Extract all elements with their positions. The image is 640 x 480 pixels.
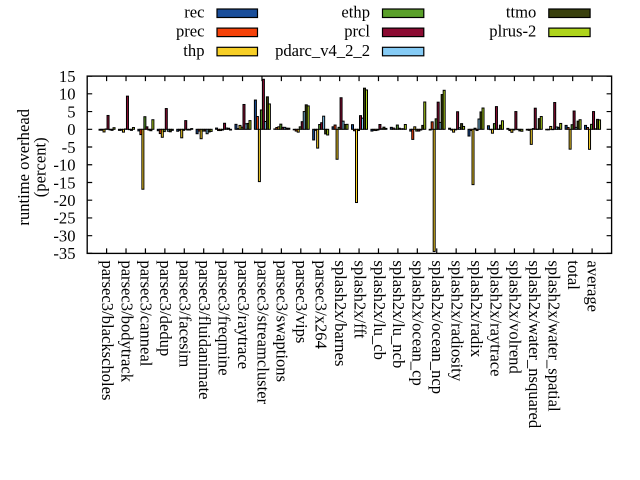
svg-text:parsec3/vips: parsec3/vips [292, 260, 311, 343]
svg-text:-35: -35 [53, 244, 75, 263]
svg-text:parsec3/canneal: parsec3/canneal [137, 260, 156, 366]
svg-text:prec: prec [176, 22, 205, 41]
svg-text:(percent): (percent) [30, 137, 49, 197]
svg-text:parsec3/dedup: parsec3/dedup [156, 260, 175, 356]
svg-text:prcl: prcl [344, 22, 370, 41]
svg-text:parsec3/fluidanimate: parsec3/fluidanimate [195, 260, 214, 399]
svg-text:parsec3/bodytrack: parsec3/bodytrack [117, 260, 136, 382]
svg-text:ttmo: ttmo [506, 3, 536, 22]
svg-text:average: average [583, 260, 602, 312]
svg-text:-15: -15 [53, 173, 75, 192]
svg-text:parsec3/facesim: parsec3/facesim [176, 260, 195, 367]
svg-text:rec: rec [184, 3, 204, 22]
svg-text:splash2x/radix: splash2x/radix [467, 260, 486, 357]
svg-text:5: 5 [67, 102, 75, 121]
svg-text:10: 10 [59, 85, 76, 104]
svg-text:parsec3/streamcluster: parsec3/streamcluster [253, 260, 272, 404]
svg-text:splash2x/fft: splash2x/fft [350, 260, 369, 338]
svg-text:splash2x/raytrace: splash2x/raytrace [486, 260, 505, 376]
svg-text:splash2x/radiosity: splash2x/radiosity [447, 260, 466, 381]
svg-text:-30: -30 [53, 226, 75, 245]
svg-text:parsec3/blackscholes: parsec3/blackscholes [98, 260, 117, 400]
svg-text:-20: -20 [53, 191, 75, 210]
svg-text:parsec3/freqmine: parsec3/freqmine [214, 260, 233, 375]
svg-text:parsec3/x264: parsec3/x264 [312, 260, 331, 349]
svg-text:splash2x/ocean_ncp: splash2x/ocean_ncp [428, 260, 447, 394]
svg-text:splash2x/lu_cb: splash2x/lu_cb [370, 260, 389, 360]
svg-text:splash2x/volrend: splash2x/volrend [506, 260, 525, 374]
svg-text:15: 15 [59, 67, 76, 86]
svg-text:splash2x/water_nsquared: splash2x/water_nsquared [525, 260, 544, 428]
svg-text:splash2x/water_spatial: splash2x/water_spatial [545, 260, 564, 412]
svg-text:-5: -5 [62, 138, 76, 157]
svg-text:total: total [564, 260, 583, 290]
svg-text:ethp: ethp [341, 3, 370, 22]
svg-text:splash2x/ocean_cp: splash2x/ocean_cp [409, 260, 428, 385]
svg-text:plrus-2: plrus-2 [489, 22, 536, 41]
svg-text:-25: -25 [53, 209, 75, 228]
svg-text:splash2x/lu_ncb: splash2x/lu_ncb [389, 260, 408, 368]
svg-text:-10: -10 [53, 156, 75, 175]
svg-text:parsec3/swaptions: parsec3/swaptions [273, 260, 292, 382]
svg-text:0: 0 [67, 120, 75, 139]
svg-text:pdarc_v4_2_2: pdarc_v4_2_2 [275, 41, 370, 60]
svg-text:splash2x/barnes: splash2x/barnes [331, 260, 350, 366]
svg-text:parsec3/raytrace: parsec3/raytrace [234, 260, 253, 369]
svg-text:thp: thp [183, 41, 204, 60]
svg-text:runtime overhead: runtime overhead [14, 108, 33, 225]
